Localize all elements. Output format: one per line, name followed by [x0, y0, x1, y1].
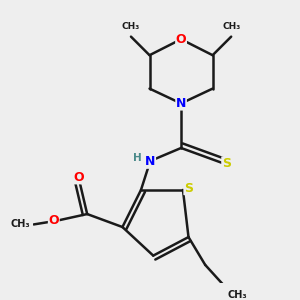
- Text: S: S: [222, 157, 231, 170]
- Text: CH₃: CH₃: [223, 22, 241, 31]
- Text: CH₃: CH₃: [121, 22, 140, 31]
- Text: S: S: [184, 182, 193, 195]
- Text: H: H: [133, 153, 142, 163]
- Text: CH₃: CH₃: [227, 290, 247, 300]
- Text: N: N: [145, 155, 155, 168]
- Text: O: O: [49, 214, 59, 227]
- Text: N: N: [176, 97, 186, 110]
- Text: CH₃: CH₃: [11, 219, 30, 230]
- Text: O: O: [74, 171, 84, 184]
- Text: O: O: [176, 33, 186, 46]
